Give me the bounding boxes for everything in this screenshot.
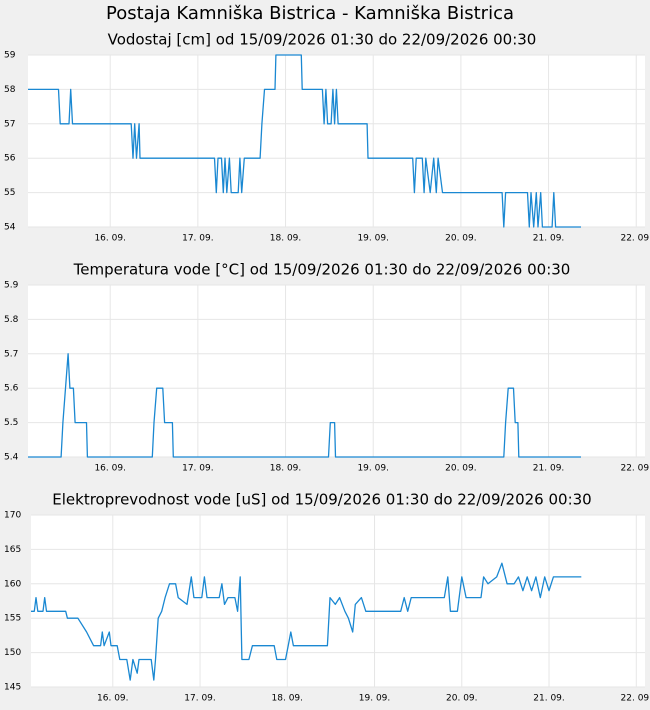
x-tick-label: 17. 09. [182, 464, 214, 474]
y-tick-label: 5.8 [4, 315, 19, 325]
y-tick-label: 155 [4, 614, 21, 624]
chart-title: Elektroprevodnost vode [uS] od 15/09/202… [52, 491, 591, 509]
x-tick-label: 17. 09. [182, 234, 214, 244]
page-title: Postaja Kamniška Bistrica - Kamniška Bis… [106, 3, 514, 24]
x-tick-label: 16. 09. [94, 464, 126, 474]
x-tick-label: 20. 09. [445, 464, 477, 474]
x-tick-label: 18. 09. [270, 234, 302, 244]
x-tick-label: 19. 09. [357, 234, 389, 244]
x-tick-label: 18. 09. [270, 464, 302, 474]
chart-title: Vodostaj [cm] od 15/09/2026 01:30 do 22/… [108, 31, 537, 49]
x-tick-label: 16. 09. [97, 694, 129, 704]
chart: Elektroprevodnost vode [uS] od 15/09/202… [4, 491, 650, 704]
data-line [28, 54, 581, 228]
y-tick-label: 55 [4, 188, 15, 198]
x-tick-label: 18. 09. [272, 694, 304, 704]
y-tick-label: 160 [4, 579, 21, 589]
y-tick-label: 56 [4, 154, 16, 164]
data-line [28, 353, 581, 458]
x-tick-label: 22. 09. [620, 464, 650, 474]
x-tick-label: 17. 09. [184, 694, 216, 704]
plot-area [28, 55, 645, 227]
x-tick-label: 22. 09. [620, 234, 650, 244]
x-tick-label: 21. 09. [533, 464, 565, 474]
x-tick-label: 16. 09. [94, 234, 126, 244]
chart: Temperatura vode [°C] od 15/09/2026 01:3… [4, 261, 650, 474]
x-tick-label: 20. 09. [446, 694, 478, 704]
y-tick-label: 59 [4, 51, 16, 61]
y-tick-label: 5.6 [4, 384, 19, 394]
data-line [31, 562, 582, 681]
x-tick-label: 19. 09. [357, 464, 389, 474]
y-tick-label: 165 [4, 545, 21, 555]
y-tick-label: 5.7 [4, 349, 18, 359]
x-tick-label: 21. 09. [533, 694, 565, 704]
x-tick-label: 19. 09. [359, 694, 391, 704]
y-tick-label: 5.4 [4, 453, 19, 463]
y-tick-label: 58 [4, 85, 16, 95]
x-tick-label: 21. 09. [533, 234, 565, 244]
y-tick-label: 145 [4, 683, 21, 693]
y-tick-label: 5.9 [4, 281, 19, 291]
y-tick-label: 5.5 [4, 418, 18, 428]
x-tick-label: 22. 09. [621, 694, 650, 704]
y-tick-label: 54 [4, 223, 16, 233]
x-tick-label: 20. 09. [445, 234, 477, 244]
y-tick-label: 170 [4, 511, 21, 521]
chart-title: Temperatura vode [°C] od 15/09/2026 01:3… [73, 261, 571, 279]
plot-area [28, 285, 645, 457]
y-tick-label: 57 [4, 119, 15, 129]
chart: Vodostaj [cm] od 15/09/2026 01:30 do 22/… [4, 31, 650, 244]
y-tick-label: 150 [4, 648, 21, 658]
